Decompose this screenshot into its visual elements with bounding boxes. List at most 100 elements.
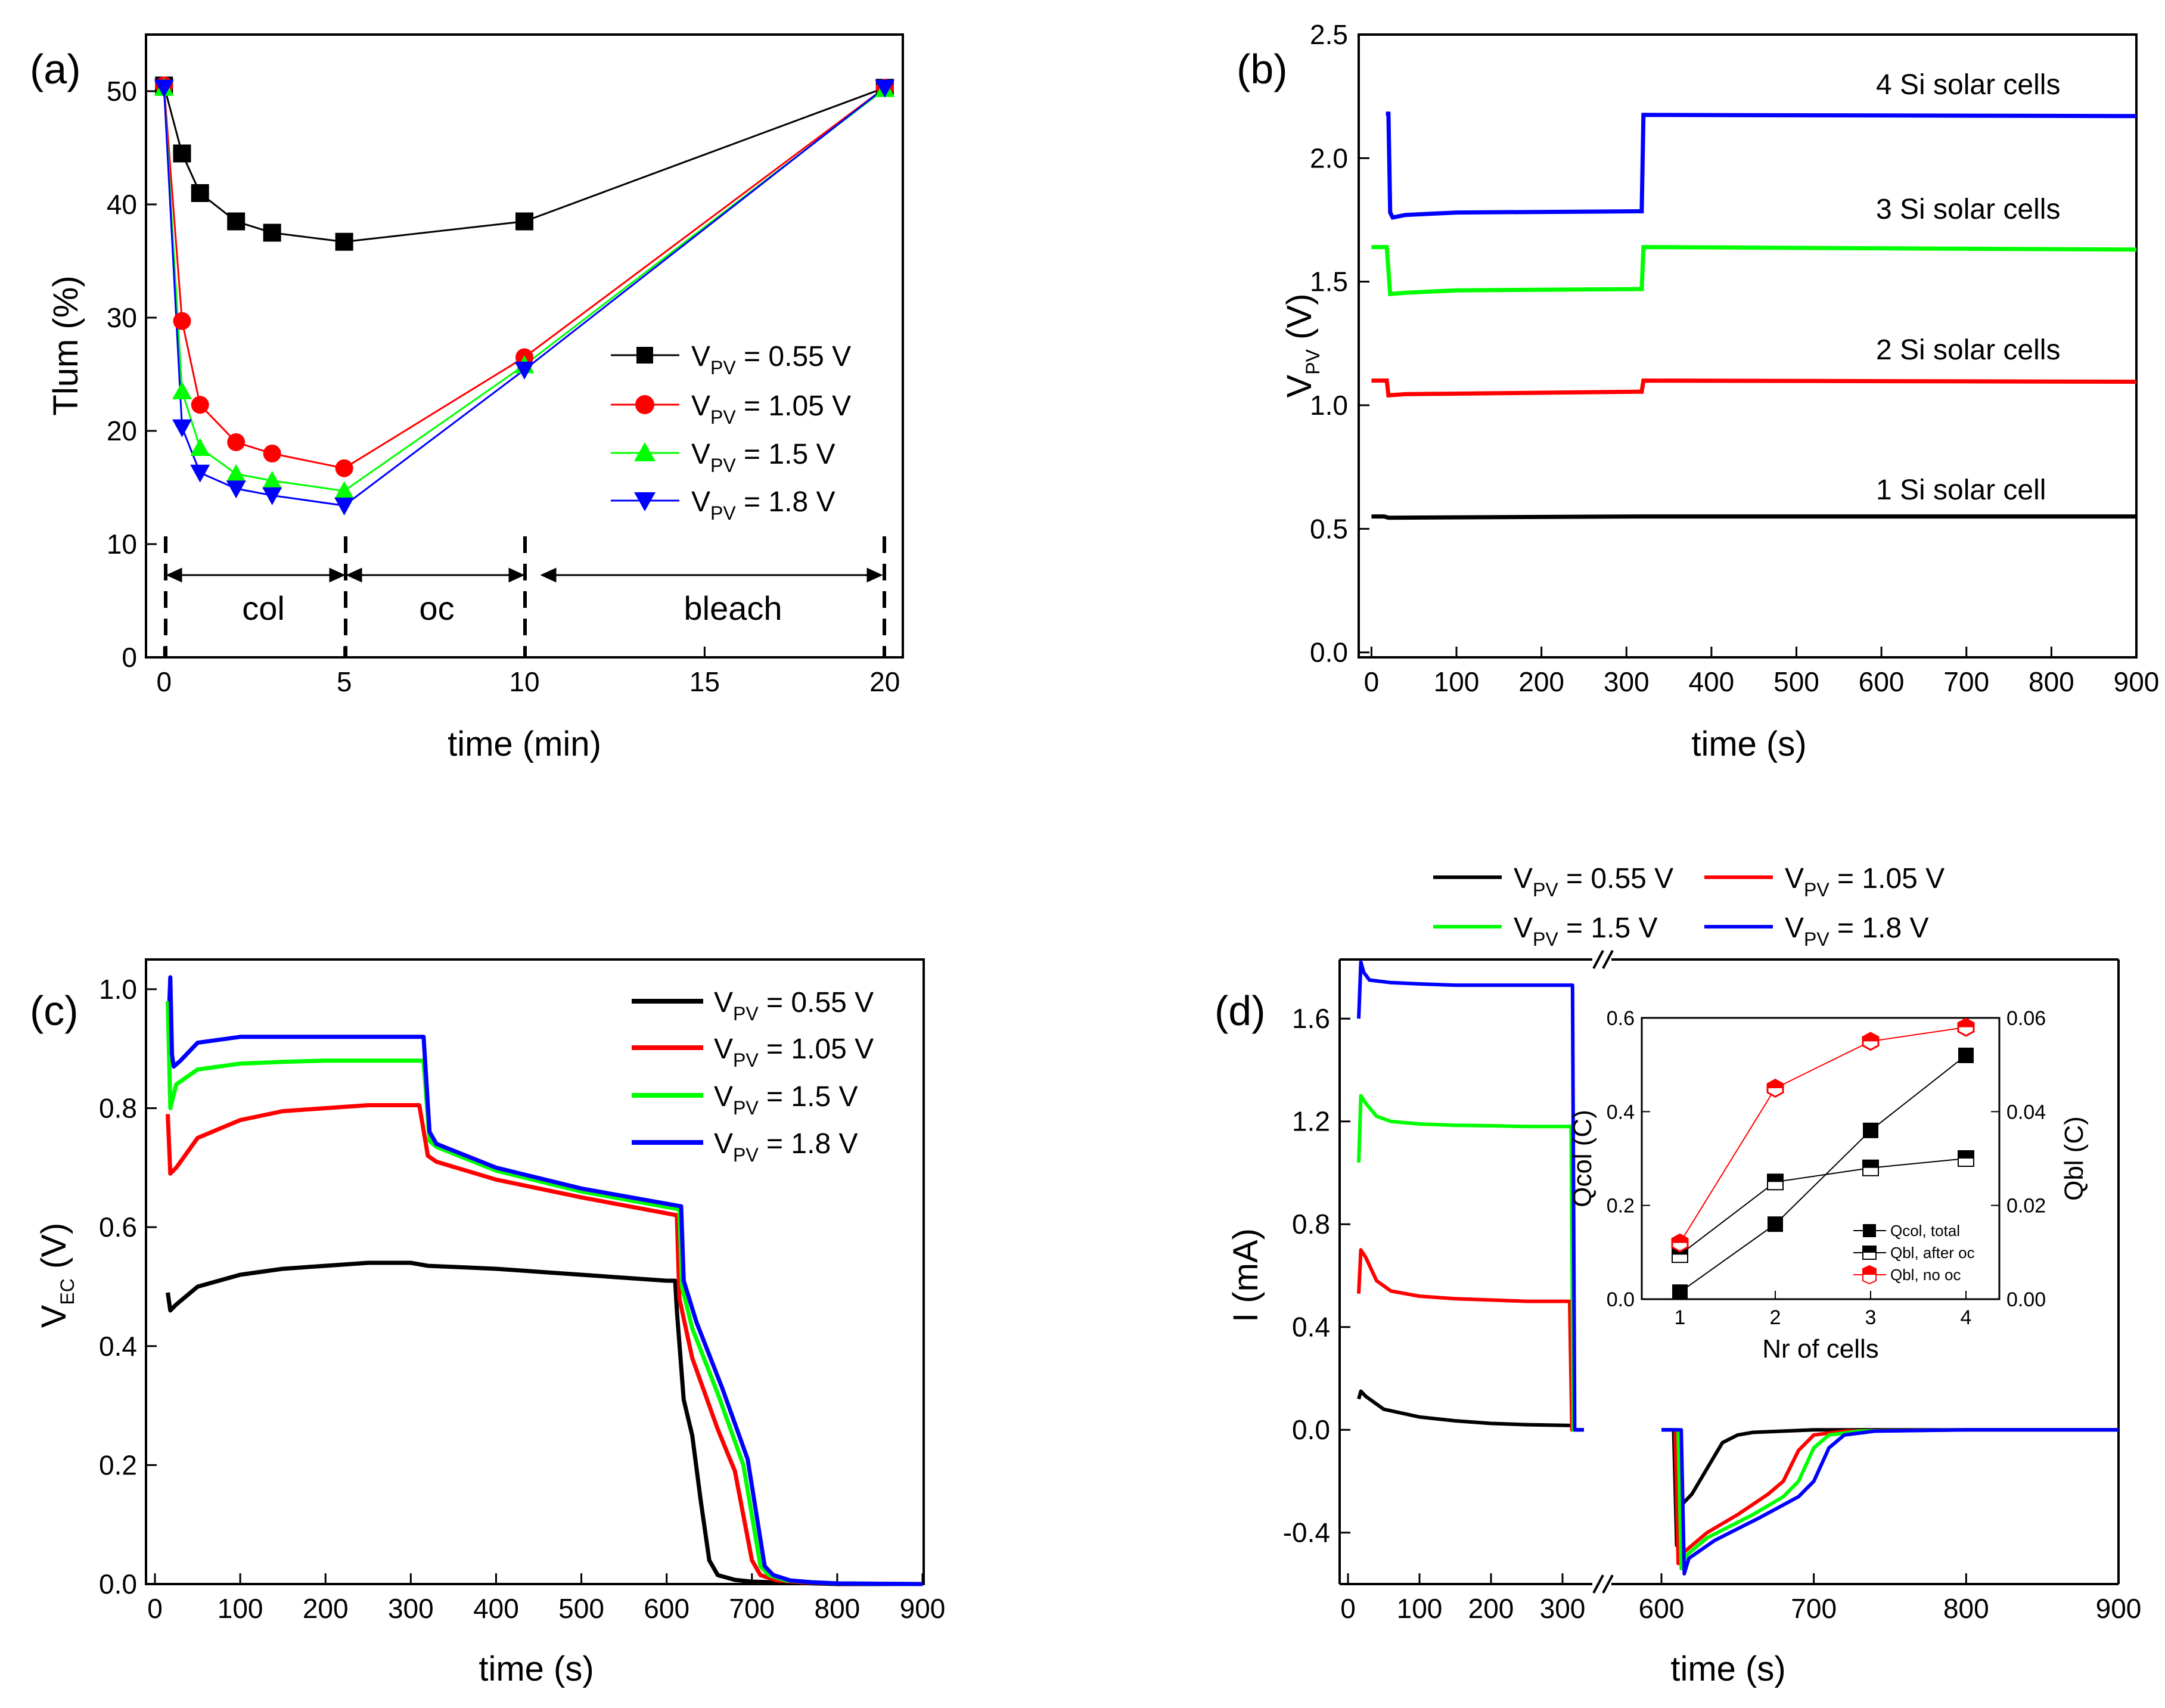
panel-d-frame	[1338, 958, 2120, 1585]
panel-b-label: (b)	[1237, 46, 1288, 92]
inset-point-s0	[1672, 1284, 1688, 1300]
phase-arrows	[166, 567, 883, 583]
y-tick-label: 0	[122, 642, 137, 673]
data-point-s3	[190, 464, 210, 483]
x-tick-label: 800	[815, 1593, 861, 1624]
panel-d-xlabel: time (s)	[1670, 1650, 1785, 1688]
x-tick-label: 100	[1434, 666, 1480, 697]
inset-x-tick-label: 1	[1675, 1306, 1686, 1329]
y-tick-label: 1.2	[1292, 1106, 1330, 1137]
inset-chart: 1 2 3 4 0.0 0.2 0.4 0.6 0.00 0.02 0.04 0.06 Nr of c…	[1568, 1007, 2089, 1364]
x-tick-label: 700	[729, 1593, 775, 1624]
inset-legend-label: Qbl, no oc	[1890, 1266, 1961, 1284]
data-point-s0	[227, 212, 246, 231]
panel-b-xlabel: time (s)	[1691, 725, 1806, 763]
inset-y-tick-label-right: 0.02	[2006, 1195, 2046, 1218]
data-point-s0	[191, 184, 209, 202]
data-point-s1	[263, 445, 281, 462]
x-tick-label: 700	[1791, 1593, 1837, 1624]
inset-point-s2	[1957, 1017, 1975, 1037]
x-tick-label: 800	[1943, 1593, 1989, 1624]
x-tick-label: 600	[1639, 1593, 1685, 1624]
inset-legend-item-2: Qbl, no oc	[1853, 1265, 1961, 1285]
legend-item-2: VPV = 1.5 V	[632, 1081, 858, 1119]
data-point-s2	[262, 471, 282, 489]
y-tick-label: 1.0	[99, 974, 137, 1005]
legend-label: VPV = 1.05 V	[1785, 863, 1945, 900]
panel-a-xlabel: time (min)	[448, 725, 601, 763]
inset-legend-label: Qbl, after oc	[1890, 1244, 1975, 1262]
inset-y-tick-label-right: 0.06	[2006, 1007, 2046, 1030]
inset-frame	[1641, 1017, 2001, 1300]
y-tick-label: 40	[107, 189, 137, 220]
inset-y-tick-label-left: 0.2	[1607, 1195, 1635, 1218]
inset-series-line-2	[1679, 1026, 1967, 1244]
legend-item-3: VPV = 1.8 V	[611, 486, 835, 524]
panel-d-marks	[1357, 960, 2119, 1576]
y-tick-label: 0.2	[99, 1449, 137, 1480]
panel-c-frame	[145, 958, 925, 1585]
inset-x-tick-label: 2	[1770, 1306, 1781, 1329]
data-point-s0	[173, 144, 191, 163]
series-line-3	[163, 87, 886, 507]
panel-d-legend: VPV = 0.55 V VPV = 1.05 V VPV = 1.5 V VP…	[1433, 863, 1945, 950]
panel-c-marks	[166, 975, 923, 1586]
legend-item-1: VPV = 1.05 V	[611, 390, 851, 428]
y-tick-label: 0.8	[1292, 1209, 1330, 1240]
x-tick-label: 200	[1518, 666, 1564, 697]
panel-c-ticks: 0 100 200 300 400 500 600 700 800 900 0.0 0.2 0.4 0.6…	[99, 974, 945, 1624]
data-point-s0	[263, 223, 281, 242]
y-tick-label: 1.5	[1310, 266, 1348, 297]
x-tick-label: 200	[1468, 1593, 1514, 1624]
x-tick-label: 400	[473, 1593, 519, 1624]
legend-item-0: VPV = 0.55 V	[632, 987, 874, 1024]
panel-b-frame	[1358, 33, 2138, 659]
inset-legend-label: Qcol, total	[1890, 1222, 1960, 1240]
series-line-0	[166, 1260, 922, 1586]
data-point-s2	[334, 481, 355, 499]
inset-legend: Qcol, total Qbl, after oc Qbl, no oc	[1853, 1222, 1975, 1285]
series-line-3	[167, 975, 923, 1586]
inset-point-s0	[1863, 1122, 1878, 1138]
marker-fill	[1958, 1151, 1974, 1159]
y-tick-label: 0.4	[99, 1331, 137, 1362]
panel-b-ylabel: VPV (V)	[1280, 294, 1324, 398]
panel-a-ticks: 0 5 10 15 20 0 10 20 30 40 50	[107, 76, 900, 697]
x-tick-label: 0	[156, 666, 172, 697]
data-point-s1	[227, 433, 246, 451]
marker-fill	[1863, 1160, 1878, 1168]
y-tick-label: 2.0	[1310, 142, 1348, 173]
data-point-s2	[226, 464, 246, 482]
data-point-s3	[334, 497, 355, 515]
legend-label: VPV = 1.8 V	[714, 1128, 858, 1166]
series-line-2	[163, 88, 886, 492]
inset-point-s2	[1766, 1078, 1784, 1098]
data-point-s1	[191, 396, 209, 414]
panel-b-ticks: 0 100 200 300 400 500 600 700 800 900 0.0 0.5 1.0 1.5…	[1310, 19, 2159, 697]
x-tick-label: 20	[869, 666, 900, 697]
inset-y-tick-label-left: 0.6	[1607, 1007, 1635, 1030]
x-tick-label: 700	[1943, 666, 1989, 697]
legend-item-3: VPV = 1.8 V	[1704, 912, 1928, 950]
x-tick-label: 400	[1689, 666, 1735, 697]
x-tick-label: 0	[147, 1593, 163, 1624]
data-point-s1	[173, 312, 191, 330]
marker-fill	[1958, 1018, 1974, 1027]
y-tick-label: 0.0	[1292, 1414, 1330, 1445]
legend-item-0: VPV = 0.55 V	[611, 341, 851, 378]
data-point-s2	[172, 381, 192, 399]
x-tick-label: 900	[900, 1593, 946, 1624]
inset-xlabel: Nr of cells	[1762, 1334, 1879, 1364]
x-tick-label: 500	[558, 1593, 604, 1624]
y-tick-label: 0.0	[99, 1569, 137, 1600]
x-tick-label: 0	[1364, 666, 1380, 697]
inset-ticks: 1 2 3 4 0.0 0.2 0.4 0.6 0.00 0.02 0.04 0.06	[1607, 1007, 2046, 1329]
inset-legend-item-0: Qcol, total	[1853, 1222, 1960, 1240]
series-label-1-cell: 1 Si solar cell	[1876, 474, 2046, 506]
panel-d-ylabel: I (mA)	[1226, 1228, 1265, 1322]
axis-break-marks	[1592, 950, 1614, 1594]
y-tick-label: -0.4	[1283, 1517, 1330, 1548]
legend-label: VPV = 0.55 V	[1514, 863, 1673, 900]
inset-y-tick-label-right: 0.00	[2006, 1288, 2046, 1311]
legend-label: VPV = 0.55 V	[691, 341, 851, 378]
